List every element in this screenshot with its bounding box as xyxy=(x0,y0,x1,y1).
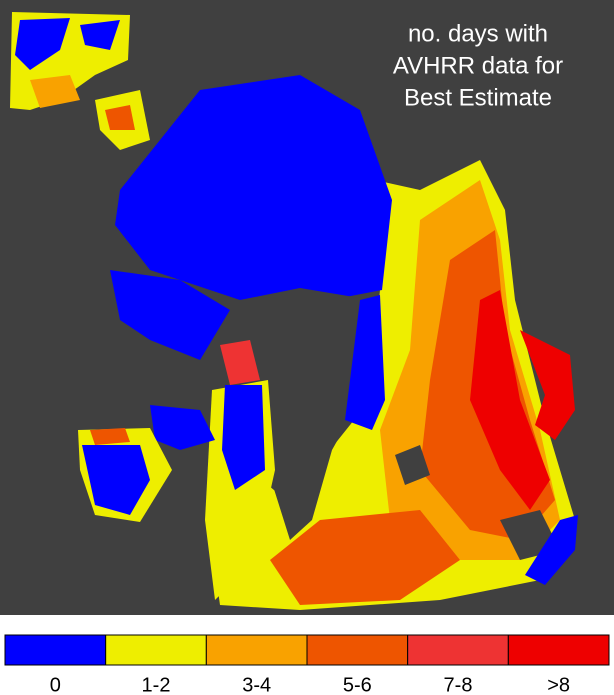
ocean-region xyxy=(222,385,265,490)
ocean-region xyxy=(525,515,578,585)
legend-label: 7-8 xyxy=(444,674,473,695)
land-region xyxy=(395,445,430,485)
land-region xyxy=(90,428,130,445)
ocean-region xyxy=(110,270,230,360)
ocean-region xyxy=(270,510,460,605)
legend-label: 0 xyxy=(50,674,61,695)
legend-swatch xyxy=(105,634,207,666)
title-line: AVHRR data for xyxy=(393,52,563,79)
legend-swatch xyxy=(306,634,409,666)
ocean-region xyxy=(150,405,215,450)
legend-label: 1-2 xyxy=(142,674,171,695)
ocean-region xyxy=(470,290,550,510)
legend-swatch xyxy=(407,634,509,666)
ocean-region xyxy=(345,295,385,430)
legend: 0 1-2 3-4 5-6 7-8 >8 xyxy=(4,634,610,695)
legend-swatch xyxy=(4,634,107,666)
title-line: no. days with xyxy=(408,20,548,47)
land-region xyxy=(15,18,70,70)
legend-label: 3-4 xyxy=(242,674,271,695)
legend-label: >8 xyxy=(547,674,570,695)
land-region xyxy=(226,288,372,540)
legend-swatch xyxy=(507,634,610,666)
legend-swatch xyxy=(205,634,308,666)
map-title: no. days with AVHRR data for Best Estimate xyxy=(393,20,563,111)
ocean-region xyxy=(520,330,575,440)
land-region xyxy=(82,445,150,515)
land-region xyxy=(80,20,120,50)
land-region xyxy=(105,105,135,130)
map xyxy=(0,0,614,615)
land-region xyxy=(30,75,80,108)
ocean-region xyxy=(220,340,260,385)
legend-label: 5-6 xyxy=(343,674,372,695)
title-line: Best Estimate xyxy=(404,84,552,111)
ocean-region xyxy=(115,75,392,300)
